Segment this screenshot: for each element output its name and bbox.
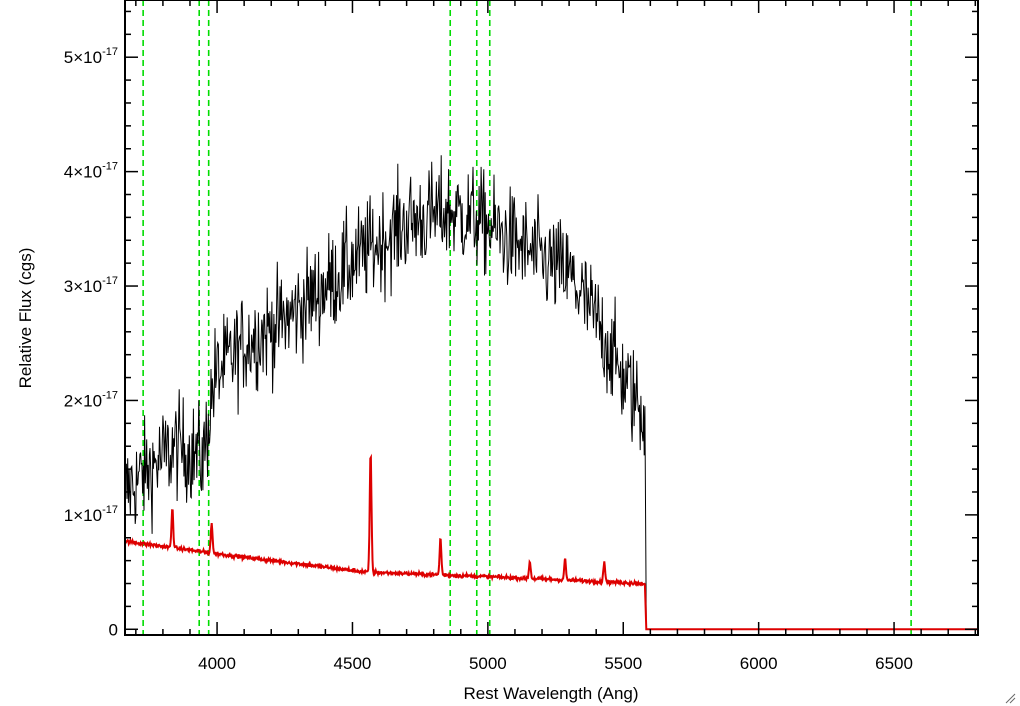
x-tick-label: 6500 bbox=[875, 654, 913, 673]
plot-frame bbox=[124, 0, 979, 636]
x-tick-label: 5000 bbox=[469, 654, 507, 673]
resize-grip-icon[interactable] bbox=[1004, 692, 1016, 704]
spectrum-series bbox=[125, 155, 978, 631]
observed-spectrum-line bbox=[125, 155, 647, 630]
y-tick-exponent: -17 bbox=[102, 275, 118, 287]
x-tick-label: 4000 bbox=[198, 654, 236, 673]
y-tick-exponent: -17 bbox=[102, 389, 118, 401]
x-axis-title: Rest Wavelength (Ang) bbox=[463, 684, 638, 703]
y-axis-title: Relative Flux (cgs) bbox=[16, 248, 35, 389]
x-tick-label: 4500 bbox=[334, 654, 372, 673]
x-axis-ticks: 4000 4500 5000 5500 6000 6500 bbox=[135, 0, 977, 673]
y-tick-exponent: -17 bbox=[102, 46, 118, 58]
plot-border bbox=[124, 0, 979, 636]
y-tick-exponent: -17 bbox=[102, 504, 118, 516]
model-spectrum-line bbox=[125, 453, 978, 631]
vertical-marker-lines bbox=[142, 0, 912, 635]
y-tick-label: 0 bbox=[109, 620, 118, 639]
x-tick-label: 5500 bbox=[604, 654, 642, 673]
x-tick-label: 6000 bbox=[740, 654, 778, 673]
y-tick-exponent: -17 bbox=[102, 161, 118, 173]
